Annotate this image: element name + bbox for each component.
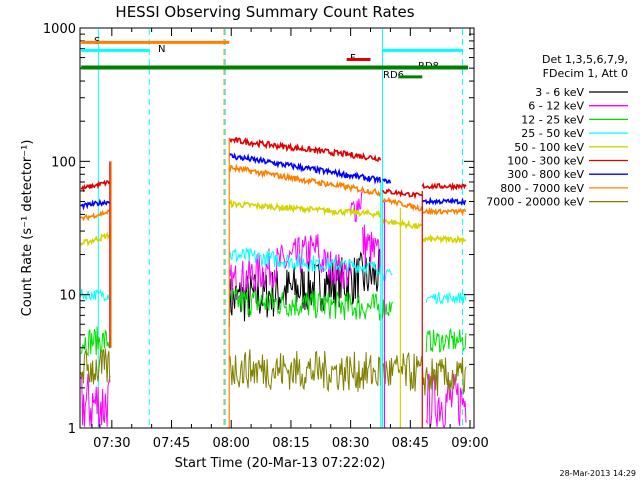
series-line [80,198,111,211]
y-tick-label: 1000 [43,22,76,37]
series-line [421,181,467,191]
series-line [80,209,111,222]
legend-entry-label: 800 - 7000 keV [500,182,584,195]
y-tick-label: 100 [51,155,76,170]
x-tick-label: 08:00 [212,436,249,451]
legend-entry-label: 25 - 50 keV [521,127,584,140]
series-line [228,163,382,198]
series-line [382,178,392,184]
flag-label-n: N [158,44,165,55]
series-line [421,196,467,206]
series-line [318,249,352,289]
series-line [228,198,381,219]
series-line [318,256,381,276]
series-line [381,188,423,200]
data-layer [80,29,467,428]
series-line [425,291,467,305]
series-line [228,287,381,321]
x-tick-label: 08:45 [392,436,429,451]
legend-entry-label: 3 - 6 keV [535,86,584,99]
legend-entry-label: 7000 - 20000 keV [486,196,584,209]
flag-label-rd6: RD6 [383,70,404,81]
series-line [80,288,111,302]
legend: Det 1,3,5,6,7,9, FDecim 1, Att 0 3 - 6 k… [486,53,628,209]
series-line [421,207,467,217]
series-line [228,234,320,303]
series-line [381,196,423,212]
series-line [362,224,381,275]
series-line [80,326,111,357]
legend-entry-label: 300 - 800 keV [507,168,584,181]
legend-entry-label: 6 - 12 keV [528,100,584,113]
y-axis-label: Count Rate (s⁻¹ detector⁻¹) [20,140,35,317]
series-line [425,327,467,353]
series-line [421,357,467,397]
series-line [80,231,110,247]
series-line [381,218,423,231]
legend-header-line-2: FDecim 1, Att 0 [543,67,628,80]
series-line [382,352,423,392]
legend-header-line-1: Det 1,3,5,6,7,9, [542,53,628,66]
x-axis: 07:30 07:45 08:00 08:15 08:30 08:45 09:00 [91,28,489,451]
flag-annotations: S N F RD6 RD8 [81,36,469,81]
x-tick-label: 07:45 [153,436,190,451]
plot-frame [79,27,475,429]
x-axis-label: Start Time (20-Mar-13 07:22:02) [175,456,386,471]
x-tick-label: 09:00 [451,436,488,451]
series-line [350,191,364,223]
series-line [228,136,382,163]
legend-entry-label: 12 - 25 keV [521,113,584,126]
series-line [228,152,382,185]
y-tick-label: 1 [68,422,76,437]
series-line [425,373,467,428]
date-stamp: 28-Mar-2013 14:29 [560,469,637,478]
series-line [80,348,111,385]
series-line [80,179,111,193]
series-line [421,233,467,246]
legend-entry-label: 50 - 100 keV [514,141,584,154]
x-tick-label: 08:15 [272,436,309,451]
series-line [80,373,111,427]
legend-entry-label: 100 - 300 keV [507,155,584,168]
chart-title: HESSI Observing Summary Count Rates [115,3,414,21]
y-axis: 1 10 100 1000 [43,22,474,437]
x-tick-label: 07:30 [93,436,130,451]
y-tick-label: 10 [59,289,76,304]
series-line [228,349,381,393]
x-tick-label: 08:30 [332,436,369,451]
series-line [228,247,320,272]
series-line [228,248,381,327]
